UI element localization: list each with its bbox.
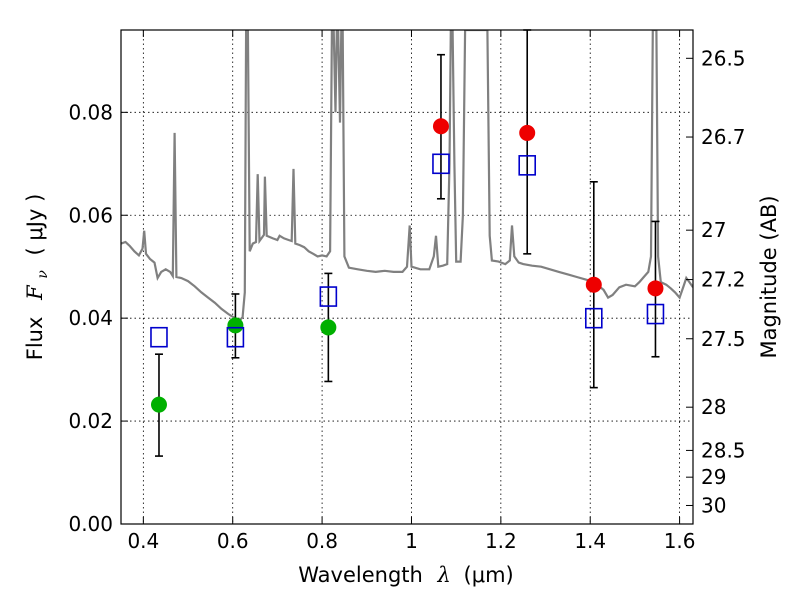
magnitude-tick-label: 28 <box>701 395 726 419</box>
magnitude-tick-label: 29 <box>701 465 726 489</box>
magnitude-tick-label: 26.7 <box>701 125 746 149</box>
x-tick-label: 0.6 <box>217 529 249 553</box>
model-square-marker <box>150 326 168 348</box>
magnitude-tick-label: 26.5 <box>701 46 746 70</box>
model-square-marker <box>518 155 537 176</box>
y-axis-label: Flux F ν ( μJy ) <box>23 194 52 361</box>
magnitude-axis-ticks: 26.5 26.7 27 27.2 27.5 28 28.5 29 30 <box>686 46 746 517</box>
model-square-marker <box>646 303 665 325</box>
y-tick-label: 0.04 <box>68 306 113 330</box>
x-tick-label: 0.8 <box>306 529 338 553</box>
x-axis-label-prefix: Wavelength <box>298 563 423 587</box>
x-tick-label: 1.2 <box>485 529 517 553</box>
y-axis-ticks: 0.00 0.02 0.04 0.06 0.08 <box>68 100 128 536</box>
y-tick-label: 0.00 <box>68 512 113 536</box>
model-square-marker <box>432 153 450 175</box>
red-data-point <box>647 280 664 297</box>
x-axis-label: Wavelength λ (μm) <box>298 563 513 587</box>
x-tick-label: 1 <box>405 529 418 553</box>
x-axis-ticks: 0.4 0.6 0.8 1 1.2 1.4 1.6 <box>127 30 696 553</box>
x-axis-label-unit: (μm) <box>464 563 514 587</box>
grid-lines <box>121 30 693 524</box>
magnitude-axis-label: Magnitude (AB) <box>757 195 781 358</box>
red-data-point <box>432 118 449 135</box>
y-tick-label: 0.06 <box>68 203 113 227</box>
magnitude-tick-label: 30 <box>701 493 726 517</box>
data-markers <box>150 118 665 413</box>
x-tick-label: 1.6 <box>664 529 696 553</box>
y-tick-label: 0.02 <box>68 409 113 433</box>
plot-frame <box>120 29 694 525</box>
x-axis-label-symbol: λ <box>437 563 451 587</box>
y-axis-label-subscript: ν <box>35 270 51 279</box>
x-tick-label: 0.4 <box>127 529 159 553</box>
magnitude-tick-label: 27.5 <box>701 327 746 351</box>
y-tick-label: 0.08 <box>68 100 113 124</box>
y-axis-label-prefix: Flux <box>23 317 47 361</box>
red-data-point <box>585 276 602 293</box>
y-axis-label-symbol: F <box>23 284 47 301</box>
green-data-point <box>227 317 244 334</box>
green-data-point <box>320 319 337 336</box>
model-square-marker <box>319 286 338 307</box>
magnitude-tick-label: 27.2 <box>701 268 746 292</box>
model-square-marker <box>226 326 245 348</box>
x-tick-label: 1.4 <box>574 529 606 553</box>
red-data-point <box>519 124 536 141</box>
y-axis-label-unit: ( μJy ) <box>23 194 47 256</box>
green-data-point <box>150 396 167 413</box>
magnitude-tick-label: 28.5 <box>701 438 746 462</box>
magnitude-tick-label: 27 <box>701 218 726 242</box>
model-square-marker <box>584 307 603 329</box>
